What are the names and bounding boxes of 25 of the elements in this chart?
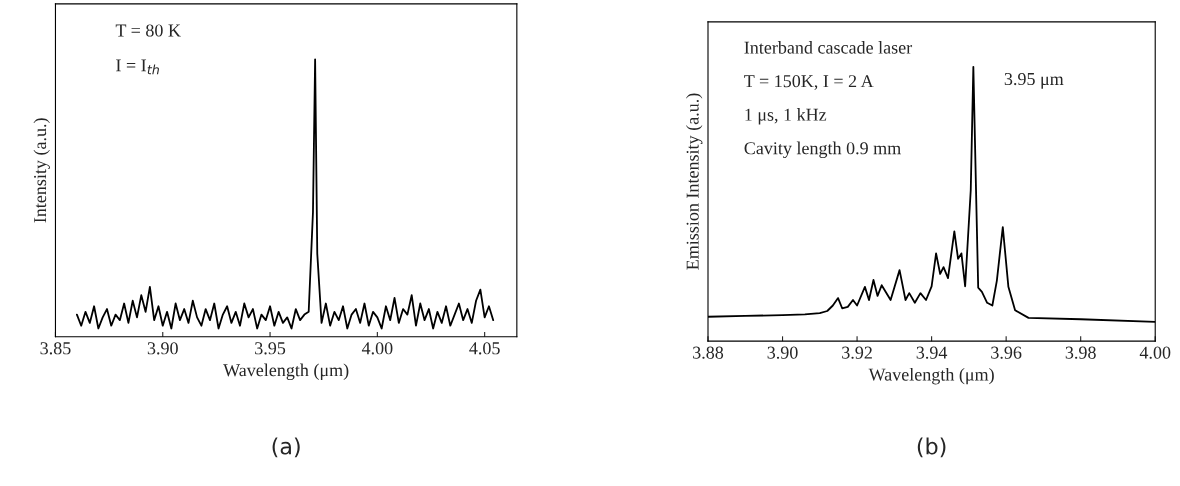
y-axis-title: Intensity (a.u.) [33,118,50,223]
x-axis-title: Wavelength (μm) [223,363,349,381]
x-tick-label: 3.92 [842,346,872,359]
x-tick-label: 3.85 [40,342,71,355]
x-tick-label: 3.88 [693,346,724,359]
text: T = 80 K [115,24,181,37]
x-tick-label: 3.90 [767,346,798,359]
x-axis-title: Wavelength (μm) [868,367,994,385]
text: (a) [272,437,300,458]
x-tick-label: 3.90 [147,342,178,355]
annotation: 1 μs, 1 kHz [745,108,827,125]
annotation: I = I$_{th}$ [116,59,159,75]
y-axis-title: Emission Intensity (a.u.) [686,93,703,270]
annotation: T = 150K, I = 2 A [744,75,874,90]
x-tick-label: 4.05 [469,342,500,355]
annotation: Cavity length 0.9 mm [744,141,901,159]
x-tick-label: 3.96 [991,346,1022,359]
text: Interband cascade laser [744,41,913,54]
x-tick-label: 3.98 [1065,346,1096,359]
text: (b) [917,437,946,458]
x-tick-label: 3.95 [255,342,286,355]
x-tick-label: 4.00 [1139,346,1171,359]
x-tick-label: 3.94 [916,346,948,359]
x-tick-label: 4.00 [361,342,393,355]
annotation: 3.95 μm [1004,72,1064,89]
